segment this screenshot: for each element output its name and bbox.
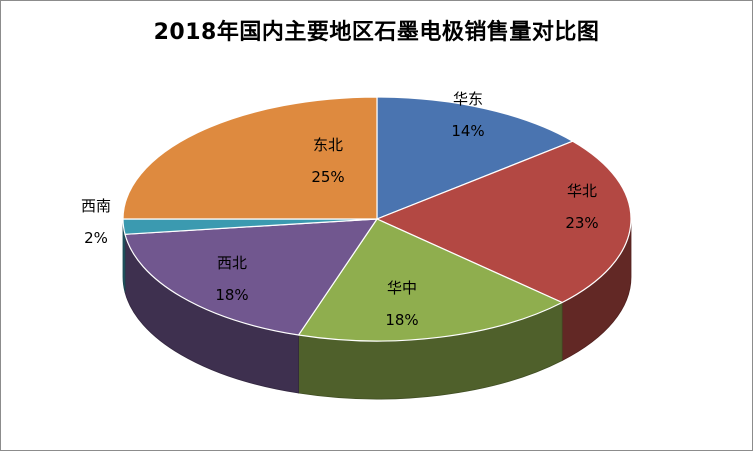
slice-value-central: 18% [385, 311, 418, 329]
slice-label-northwest: 西北 [217, 254, 247, 272]
slice-value-north: 23% [565, 214, 598, 232]
slice-value-southwest: 2% [84, 229, 108, 247]
slice-value-northeast: 25% [311, 168, 344, 186]
slice-northwest [124, 218, 378, 336]
slice-label-north: 华北 [567, 182, 597, 200]
slice-value-east: 14% [451, 122, 484, 140]
slice-central [297, 218, 563, 342]
slice-northeast [122, 96, 378, 220]
chart-title: 2018年国内主要地区石墨电极销售量对比图 [153, 20, 600, 45]
slice-label-central: 华中 [387, 279, 417, 297]
slice-north [376, 140, 632, 304]
slice-label-east: 华东 [453, 90, 483, 108]
slice-label-northeast: 东北 [313, 136, 343, 154]
slice-value-northwest: 18% [215, 286, 248, 304]
slice-label-southwest: 西南 [81, 197, 111, 215]
slice-east [376, 96, 574, 220]
